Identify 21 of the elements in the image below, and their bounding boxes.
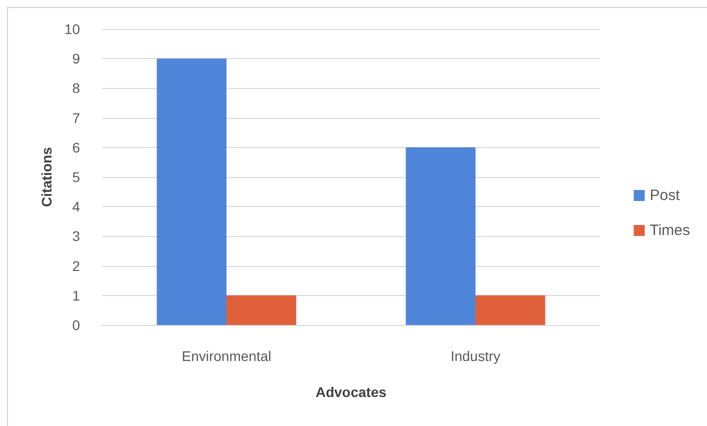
bar [406,147,476,325]
y-axis-title: Citations [38,146,55,207]
y-tick-label: 7 [72,110,80,126]
x-axis-title: Advocates [316,384,387,400]
legend-label: Times [650,222,690,239]
bar [476,295,546,325]
y-tick-label: 3 [72,228,80,244]
x-tick-label: Environmental [182,348,272,364]
y-tick-label: 8 [72,80,80,96]
y-tick-label: 2 [72,258,80,274]
y-tick-label: 0 [72,317,80,333]
y-tick-label: 10 [64,21,80,37]
legend-label: Post [650,187,681,204]
bar [156,58,226,325]
y-tick-label: 4 [72,198,80,215]
bar [226,295,296,325]
y-tick-label: 6 [72,139,80,156]
y-tick-label: 5 [72,169,80,185]
y-tick-label: 9 [72,50,80,67]
x-tick-label: Industry [450,348,500,364]
y-tick-label: 1 [72,287,80,304]
